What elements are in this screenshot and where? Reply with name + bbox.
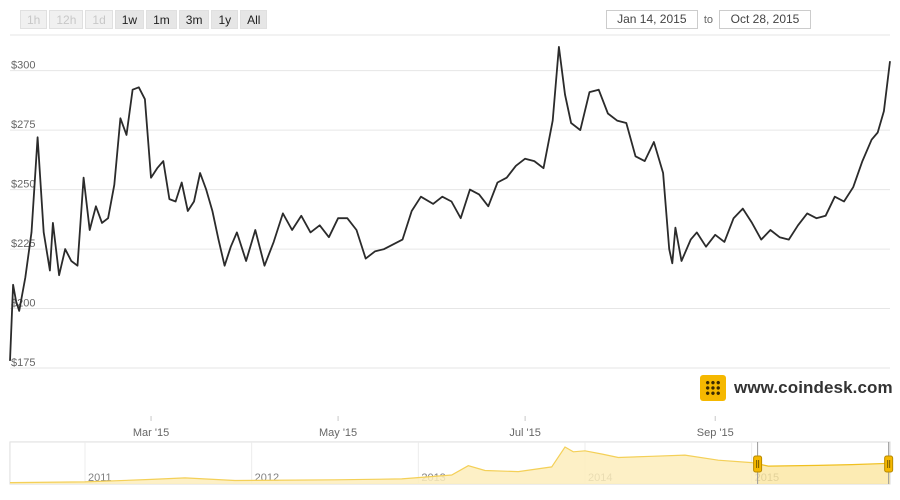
zoom-button-group: 1h 12h 1d 1w 1m 3m 1y All — [20, 10, 268, 29]
zoom-all-button[interactable]: All — [240, 10, 268, 29]
coindesk-logo-icon — [700, 375, 726, 401]
y-tick-label: $200 — [11, 298, 35, 310]
x-tick-label: Mar '15 — [133, 427, 169, 439]
range-from-input[interactable]: Jan 14, 2015 — [605, 10, 698, 29]
y-tick-label: $300 — [11, 60, 35, 72]
x-tick-label: May '15 — [319, 427, 357, 439]
y-tick-label: $275 — [11, 119, 35, 131]
zoom-1d-button[interactable]: 1d — [85, 10, 113, 29]
zoom-1y-button[interactable]: 1y — [211, 10, 239, 29]
y-tick-label: $250 — [11, 179, 35, 191]
navigator-line — [9, 446, 891, 484]
navigator-left-handle[interactable] — [753, 455, 763, 473]
y-axis-labels: $175 $200 $225 $250 $275 $300 — [11, 60, 35, 369]
date-range-selector: Jan 14, 2015 to Oct 28, 2015 — [605, 10, 811, 29]
coindesk-branding: www.coindesk.com — [700, 375, 893, 401]
zoom-1h-button[interactable]: 1h — [20, 10, 48, 29]
y-gridlines — [10, 70, 890, 369]
coindesk-site-label: www.coindesk.com — [734, 378, 893, 397]
x-axis-labels: Mar '15 May '15 Jul '15 Sep '15 — [133, 416, 734, 439]
zoom-12h-button[interactable]: 12h — [49, 10, 84, 29]
range-to-label: to — [703, 13, 713, 26]
navigator[interactable]: 20112012201320142015 — [9, 441, 894, 485]
navigator-right-handle[interactable] — [884, 455, 894, 473]
y-tick-label: $175 — [11, 357, 35, 369]
price-line — [9, 46, 891, 361]
zoom-1w-button[interactable]: 1w — [114, 10, 145, 29]
navigator-area — [10, 447, 890, 484]
zoom-1m-button[interactable]: 1m — [146, 10, 177, 29]
range-to-input[interactable]: Oct 28, 2015 — [719, 10, 811, 29]
y-tick-label: $225 — [11, 238, 35, 250]
navigator-mask — [10, 442, 758, 484]
x-tick-label: Jul '15 — [509, 427, 540, 439]
zoom-3m-button[interactable]: 3m — [178, 10, 210, 29]
x-tick-label: Sep '15 — [697, 427, 734, 439]
